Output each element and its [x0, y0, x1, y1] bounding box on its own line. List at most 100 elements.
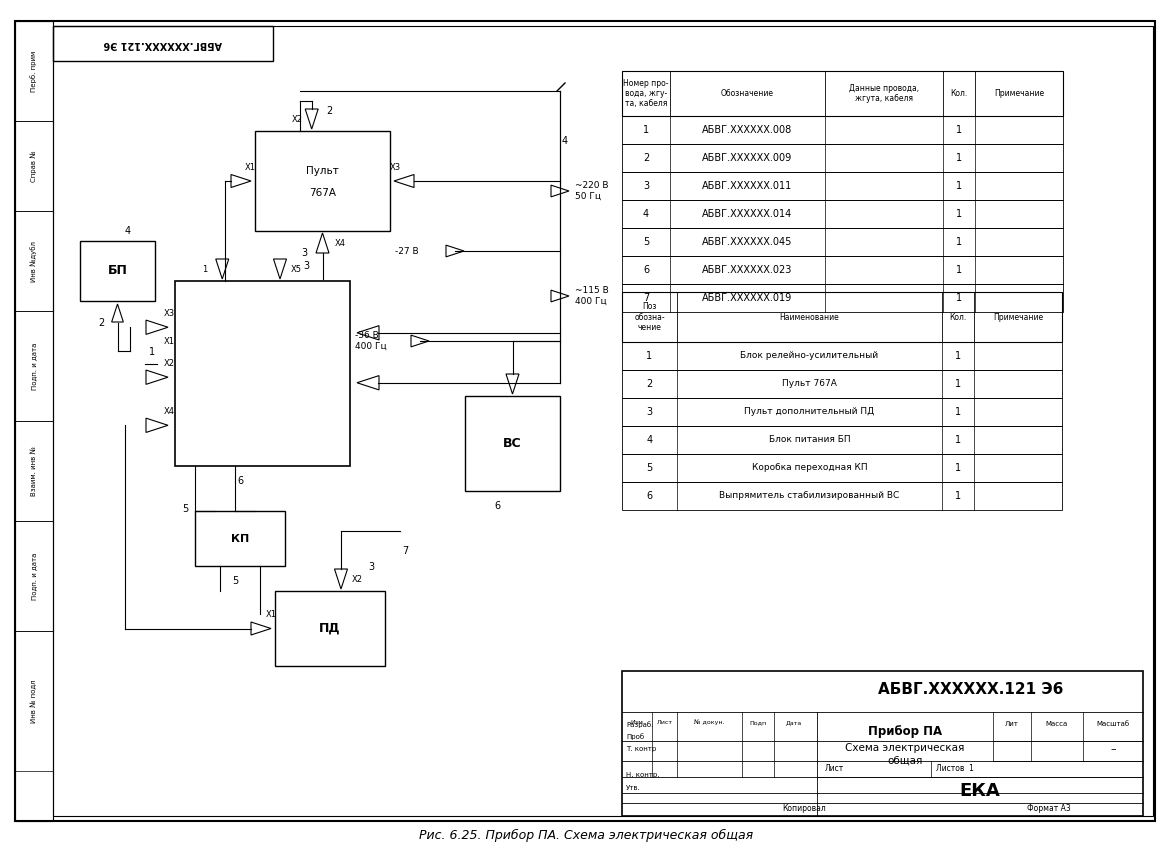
Text: АБВГ.XXXXXX.011: АБВГ.XXXXXX.011 [702, 181, 792, 191]
Bar [622, 454, 1062, 482]
Polygon shape [357, 375, 379, 390]
Text: Х2: Х2 [292, 115, 304, 123]
Text: 1: 1 [955, 463, 961, 473]
Text: Блок релейно-усилительный: Блок релейно-усилительный [741, 351, 879, 361]
Text: КП: КП [231, 534, 250, 544]
Text: 1: 1 [956, 125, 962, 135]
Polygon shape [506, 374, 519, 394]
Text: Данные провода,
жгута, кабеля: Данные провода, жгута, кабеля [849, 83, 919, 103]
Text: Масштаб: Масштаб [1097, 721, 1130, 727]
Text: Схема электрическая: Схема электрическая [845, 743, 965, 753]
Bar [465, 396, 560, 491]
Text: 1: 1 [956, 293, 962, 303]
Text: 4: 4 [124, 226, 130, 236]
Text: –: – [1110, 745, 1116, 754]
Text: ЕКА: ЕКА [960, 782, 1001, 800]
Text: 4: 4 [643, 209, 649, 219]
Text: Х4: Х4 [335, 238, 346, 248]
Text: Рис. 6.25. Прибор ПА. Схема электрическая общая: Рис. 6.25. Прибор ПА. Схема электрическа… [418, 829, 754, 842]
Text: Поз
обозна-
чение: Поз обозна- чение [634, 302, 665, 332]
Text: 3: 3 [304, 261, 309, 271]
Text: Обозначение: Обозначение [721, 89, 774, 98]
Text: 5: 5 [232, 576, 238, 586]
Text: 2: 2 [98, 318, 104, 328]
Text: 5: 5 [647, 463, 653, 473]
Text: 3: 3 [643, 181, 649, 191]
Polygon shape [316, 233, 329, 253]
Text: 1: 1 [647, 351, 653, 361]
Text: АБВГ.XXXXXX.023: АБВГ.XXXXXX.023 [702, 265, 792, 275]
Bar [622, 398, 1062, 426]
Text: 5: 5 [643, 237, 649, 247]
Bar [622, 671, 1143, 816]
Bar [622, 144, 1063, 172]
Bar [255, 131, 390, 231]
Text: Пульт 767А: Пульт 767А [782, 380, 837, 389]
Text: Х1: Х1 [266, 610, 277, 619]
Text: 3: 3 [301, 248, 307, 258]
Text: Подп: Подп [749, 720, 766, 725]
Text: АБВГ.XXXXXX.019: АБВГ.XXXXXX.019 [702, 293, 792, 303]
Text: 6: 6 [495, 501, 500, 511]
Text: -36 В
400 Гц: -36 В 400 Гц [355, 331, 387, 351]
Text: БП: БП [108, 265, 128, 277]
Bar [15, 121, 53, 211]
Text: 2: 2 [647, 379, 653, 389]
Text: Взаим. инв №: Взаим. инв № [30, 446, 38, 496]
Text: 4: 4 [561, 136, 568, 146]
Text: 4: 4 [647, 435, 653, 445]
Bar [622, 482, 1062, 510]
Text: ПД: ПД [319, 622, 341, 635]
Polygon shape [231, 174, 251, 187]
Polygon shape [251, 622, 271, 635]
Polygon shape [334, 569, 348, 589]
Text: 1: 1 [643, 125, 649, 135]
Bar [622, 342, 1062, 370]
Polygon shape [551, 290, 568, 302]
Text: 1: 1 [956, 265, 962, 275]
Text: 1: 1 [955, 435, 961, 445]
Polygon shape [394, 174, 414, 187]
Text: 767А: 767А [309, 188, 336, 198]
Text: Прибор ПА: Прибор ПА [868, 725, 942, 739]
Text: 1: 1 [955, 491, 961, 501]
Text: Номер про-
вода, жгу-
та, кабеля: Номер про- вода, жгу- та, кабеля [624, 78, 669, 108]
Text: Проб: Проб [626, 733, 645, 740]
Text: Подп. и дата: Подп. и дата [30, 552, 38, 600]
Text: Инв № подл: Инв № подл [30, 679, 38, 722]
Text: ~220 В
50 Гц: ~220 В 50 Гц [575, 181, 608, 201]
Bar [622, 370, 1062, 398]
Bar [195, 511, 285, 566]
Bar [622, 228, 1063, 256]
Text: -27 В: -27 В [395, 247, 418, 255]
Text: ВС: ВС [503, 437, 522, 450]
Text: Примечание: Примечание [993, 312, 1043, 322]
Text: № докун.: № докун. [694, 720, 724, 725]
Text: Кол.: Кол. [949, 312, 967, 322]
Text: 7: 7 [643, 293, 649, 303]
Polygon shape [305, 109, 319, 129]
Text: АБВГ.XXXXXX.014: АБВГ.XXXXXX.014 [702, 209, 792, 219]
Text: 3: 3 [368, 562, 374, 572]
Bar [15, 521, 53, 631]
Text: АБВГ.XXXXXX.045: АБВГ.XXXXXX.045 [702, 237, 792, 247]
Polygon shape [273, 259, 286, 279]
Bar [53, 26, 273, 61]
Text: 1: 1 [956, 237, 962, 247]
Text: 5: 5 [182, 504, 189, 513]
Text: Масса: Масса [1045, 721, 1068, 727]
Text: Пульт: Пульт [306, 166, 339, 176]
Polygon shape [216, 259, 229, 279]
Text: Т. контр: Т. контр [626, 746, 656, 752]
Text: Лист: Лист [656, 720, 673, 725]
Text: Кол.: Кол. [950, 89, 968, 98]
Bar [622, 292, 1062, 342]
Text: Х3: Х3 [163, 309, 175, 317]
Text: Х5: Х5 [291, 265, 301, 273]
Text: Н. контр.: Н. контр. [626, 773, 660, 779]
Text: 6: 6 [237, 476, 243, 486]
Text: Дата: Дата [786, 720, 802, 725]
Text: Выпрямитель стабилизированный ВС: Выпрямитель стабилизированный ВС [720, 492, 900, 500]
Polygon shape [146, 418, 168, 432]
Text: Справ №: Справ № [30, 151, 38, 182]
